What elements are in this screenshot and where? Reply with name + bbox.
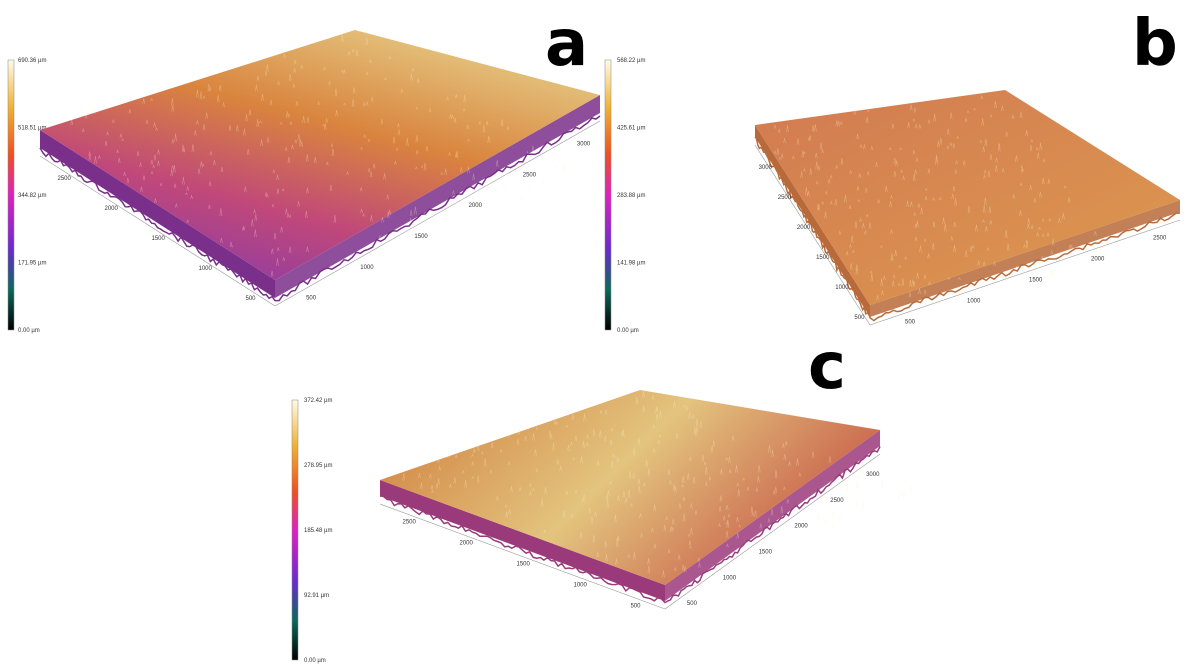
axis-tick-label: 1500 xyxy=(759,549,773,555)
axis-tick-label: 1000 xyxy=(723,575,737,581)
axis-tick-label: 500 xyxy=(905,320,916,326)
axis-tick-label: 500 xyxy=(246,296,257,302)
axis-tick-label: 2500 xyxy=(523,172,537,178)
axis-tick-label: 1000 xyxy=(360,265,374,271)
axis-tick-label: 2500 xyxy=(403,520,417,526)
axis-tick-label: 2500 xyxy=(778,195,792,201)
axis-tick-label: 2000 xyxy=(794,524,808,530)
axis-tick-label: 2500 xyxy=(58,176,72,182)
axis-tick-label: 1500 xyxy=(517,562,531,568)
axis-tick-label: 500 xyxy=(854,315,865,321)
axis-tick-label: 500 xyxy=(306,296,317,302)
page: {"panels": [ {"label": "a", "colorbar": … xyxy=(0,0,1195,666)
panel-label: a xyxy=(545,7,588,81)
axis-tick-label: 1500 xyxy=(152,236,166,242)
axis-tick-label: 2500 xyxy=(1153,236,1167,242)
colorbar-label: 690.36 µm xyxy=(18,58,46,64)
axis-tick-label: 1000 xyxy=(835,285,849,291)
axis-tick-label: 2000 xyxy=(797,225,811,231)
axis-tick-label: 3000 xyxy=(866,472,880,478)
colorbar-label: 283.88 µm xyxy=(617,193,645,199)
axis-tick-label: 2000 xyxy=(1091,257,1105,263)
colorbar xyxy=(292,400,298,660)
axis-tick-label: 1000 xyxy=(967,299,981,305)
colorbar-label: 0.00 µm xyxy=(617,328,639,334)
axis-tick-label: 1500 xyxy=(414,234,428,240)
colorbar-label: 0.00 µm xyxy=(304,658,326,664)
colorbar-label: 92.91 µm xyxy=(304,593,329,599)
axis-tick-label: 2000 xyxy=(105,206,119,212)
axis-tick-label: 3000 xyxy=(577,141,591,147)
axis-tick-label: 1000 xyxy=(574,583,588,589)
axis-tick-label: 3000 xyxy=(759,165,773,171)
colorbar xyxy=(8,60,14,330)
panel-label: c xyxy=(808,330,846,404)
colorbar-label: 141.98 µm xyxy=(617,261,645,267)
panel-label: b xyxy=(1132,7,1178,81)
figure: 690.36 µm518.51 µm344.82 µm171.95 µm0.00… xyxy=(0,0,1195,666)
colorbar-label: 185.48 µm xyxy=(304,528,332,534)
colorbar-label: 372.42 µm xyxy=(304,398,332,404)
axis-tick-label: 500 xyxy=(687,601,698,607)
axis-tick-label: 500 xyxy=(631,604,642,610)
axis-tick-label: 1500 xyxy=(816,255,830,261)
colorbar-label: 278.95 µm xyxy=(304,463,332,469)
colorbar-label: 344.82 µm xyxy=(18,193,46,199)
colorbar-label: 171.95 µm xyxy=(18,261,46,267)
colorbar-label: 0.00 µm xyxy=(18,328,40,334)
axis-tick-label: 2000 xyxy=(469,203,483,209)
colorbar-label: 568.22 µm xyxy=(617,58,645,64)
axis-tick-label: 1500 xyxy=(1029,278,1043,284)
colorbar xyxy=(605,60,611,330)
axis-tick-label: 2000 xyxy=(460,541,474,547)
colorbar-label: 425.61 µm xyxy=(617,126,645,132)
axis-tick-label: 1000 xyxy=(199,266,213,272)
axis-tick-label: 2500 xyxy=(830,498,844,504)
